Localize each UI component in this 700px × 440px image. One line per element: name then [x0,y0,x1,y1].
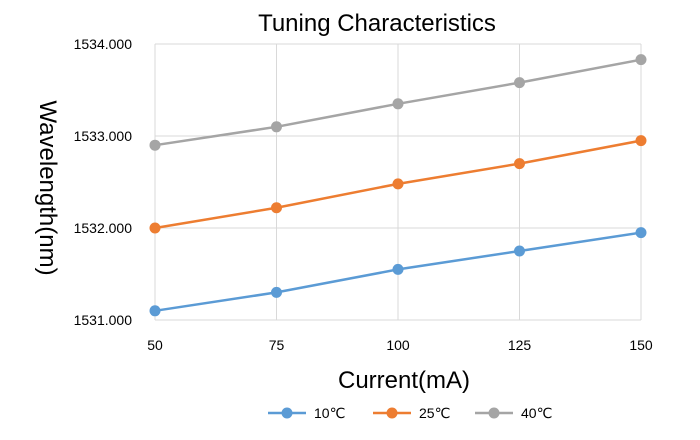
y-tick-label: 1533.000 [74,128,133,144]
data-point [271,121,282,133]
axis-ticks: 1531.000 1532.000 1533.000 1534.000 50 75 100 1… [74,36,653,353]
y-tick-label: 1532.000 [74,220,133,236]
legend-item: 25℃ [373,405,450,421]
y-axis-label: Wavelength(nm) [34,100,61,275]
x-tick-label: 125 [508,337,532,353]
legend-label: 10℃ [314,405,345,421]
y-tick-label: 1534.000 [74,36,133,52]
legend-item: 10℃ [268,405,345,421]
data-point [635,54,647,66]
x-tick-label: 150 [629,337,653,353]
series-3 [149,54,647,151]
data-point [635,135,647,147]
data-point [149,222,161,234]
data-point [635,227,647,239]
legend-swatch-marker [386,407,398,419]
series-2 [149,135,647,234]
legend-item: 40℃ [475,405,552,421]
legend: 10℃ 25℃ 40℃ [268,405,552,421]
data-point [271,286,282,298]
data-point [149,305,161,317]
chart-title: Tuning Characteristics [258,10,496,37]
legend-swatch-marker [281,407,293,419]
series-lines [149,54,647,317]
legend-label: 40℃ [521,405,552,421]
x-tick-label: 75 [269,337,285,353]
data-point [271,202,282,214]
data-point [514,77,525,89]
x-axis-label: Current(mA) [338,367,470,394]
data-point [392,98,404,110]
series-1 [149,227,647,317]
data-point [514,245,525,257]
y-tick-label: 1531.000 [74,312,133,328]
x-tick-label: 50 [147,337,163,353]
data-point [392,178,404,190]
grid [154,43,642,321]
data-point [392,263,404,275]
legend-label: 25℃ [419,405,450,421]
data-point [514,158,525,170]
x-tick-label: 100 [386,337,410,353]
data-point [149,139,161,151]
legend-swatch-marker [488,407,500,419]
